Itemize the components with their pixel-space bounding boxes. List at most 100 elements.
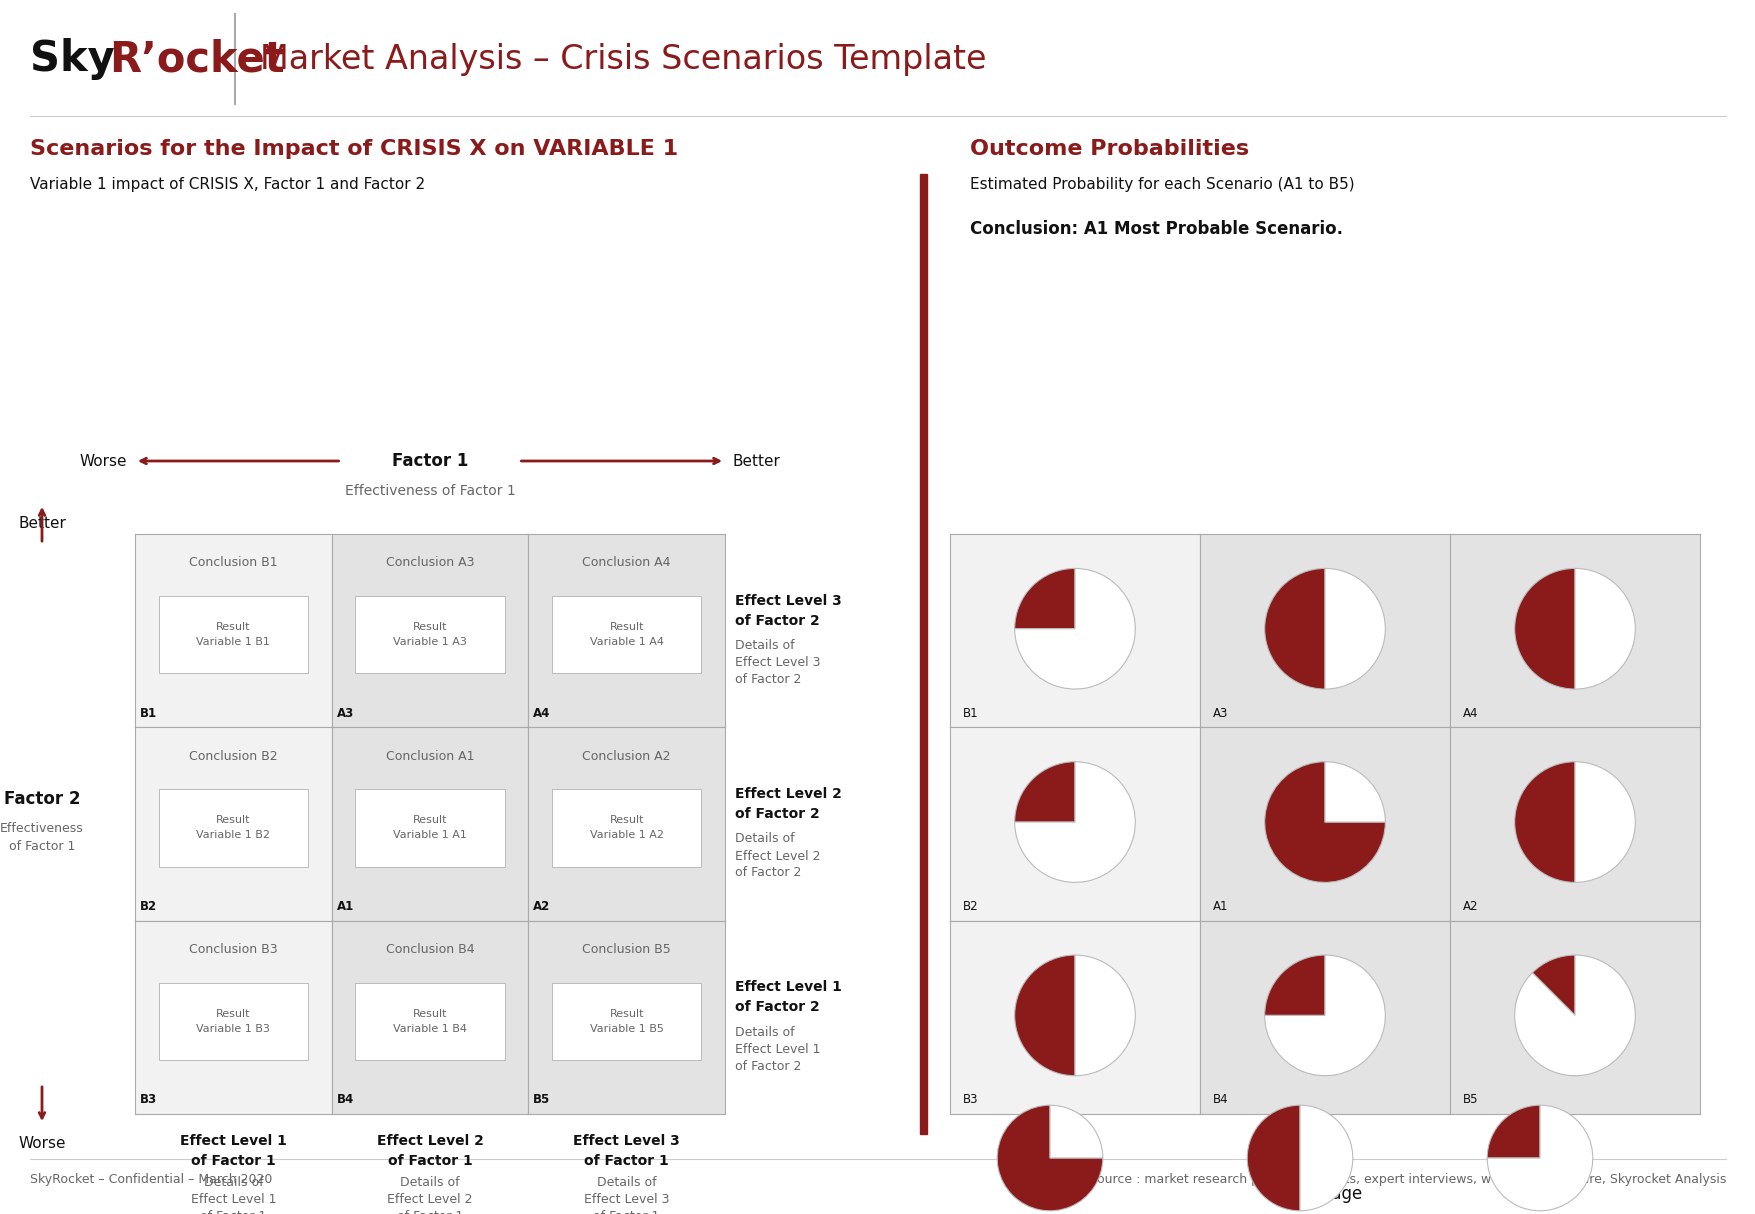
Wedge shape xyxy=(1246,1105,1299,1210)
Text: Conclusion A2: Conclusion A2 xyxy=(583,750,670,762)
Text: Conclusion B4: Conclusion B4 xyxy=(386,943,474,957)
Wedge shape xyxy=(1264,955,1325,1015)
FancyBboxPatch shape xyxy=(551,789,700,867)
Text: B2: B2 xyxy=(140,900,156,913)
Text: B3: B3 xyxy=(140,1094,156,1106)
Text: B3: B3 xyxy=(962,1094,978,1106)
Text: B1: B1 xyxy=(962,707,978,720)
Text: Details of: Details of xyxy=(400,1176,460,1189)
Text: Details of: Details of xyxy=(204,1176,263,1189)
FancyBboxPatch shape xyxy=(355,982,504,1060)
Text: Conclusion B3: Conclusion B3 xyxy=(190,943,277,957)
Wedge shape xyxy=(1014,761,1135,883)
Text: Worse: Worse xyxy=(18,1136,65,1152)
Text: Result
Variable 1 B3: Result Variable 1 B3 xyxy=(197,1009,270,1033)
Text: Factor 2: Factor 2 xyxy=(4,790,81,809)
FancyBboxPatch shape xyxy=(158,789,307,867)
Wedge shape xyxy=(1014,568,1074,629)
Text: Conclusion A1: Conclusion A1 xyxy=(386,750,474,762)
FancyBboxPatch shape xyxy=(355,789,504,867)
Text: of Factor 1: of Factor 1 xyxy=(584,1155,669,1168)
Text: of Factor 1: of Factor 1 xyxy=(593,1210,660,1214)
Text: A4: A4 xyxy=(1462,707,1478,720)
Text: A1: A1 xyxy=(1211,900,1227,913)
Wedge shape xyxy=(1264,761,1385,883)
Text: Effectiveness: Effectiveness xyxy=(0,823,84,835)
Text: A3: A3 xyxy=(1211,707,1227,720)
Wedge shape xyxy=(1515,955,1634,1076)
Text: of Factor 1: of Factor 1 xyxy=(397,1210,463,1214)
Text: of Factor 1: of Factor 1 xyxy=(191,1155,276,1168)
Text: A4: A4 xyxy=(534,707,551,720)
Text: Source : market research papers, datasets, expert interviews, websites, literatu: Source : market research papers, dataset… xyxy=(1088,1173,1725,1186)
Wedge shape xyxy=(997,1105,1102,1210)
Wedge shape xyxy=(1049,1105,1102,1158)
Text: Effect Level 2: Effect Level 2 xyxy=(388,1193,472,1206)
FancyBboxPatch shape xyxy=(355,596,504,674)
Text: Better: Better xyxy=(732,454,781,469)
Text: Effect Level 1: Effect Level 1 xyxy=(179,1134,286,1148)
Text: High: High xyxy=(1044,1185,1083,1203)
Text: of Factor 2: of Factor 2 xyxy=(735,674,800,686)
Wedge shape xyxy=(1486,1105,1539,1158)
Text: of Factor 1: of Factor 1 xyxy=(9,840,75,852)
Text: Effect Level 1: Effect Level 1 xyxy=(735,1043,820,1056)
Text: Conclusion A4: Conclusion A4 xyxy=(583,556,670,569)
Text: A3: A3 xyxy=(337,707,353,720)
Text: Factor 1: Factor 1 xyxy=(391,452,469,470)
Text: Details of: Details of xyxy=(735,1026,795,1039)
Text: Outcome Probabilities: Outcome Probabilities xyxy=(969,138,1248,159)
Text: B2: B2 xyxy=(962,900,978,913)
Text: Rʼocket: Rʼocket xyxy=(109,38,284,80)
Wedge shape xyxy=(1014,568,1135,690)
Wedge shape xyxy=(1299,1105,1351,1210)
Wedge shape xyxy=(1574,568,1634,690)
Bar xyxy=(920,174,927,1134)
Text: B4: B4 xyxy=(337,1094,353,1106)
Text: of Factor 2: of Factor 2 xyxy=(735,1060,800,1073)
FancyBboxPatch shape xyxy=(551,982,700,1060)
Text: of Factor 1: of Factor 1 xyxy=(200,1210,267,1214)
Text: Average: Average xyxy=(1293,1185,1362,1203)
Text: Result
Variable 1 A3: Result Variable 1 A3 xyxy=(393,622,467,647)
Text: of Factor 1: of Factor 1 xyxy=(388,1155,472,1168)
Wedge shape xyxy=(1074,955,1135,1076)
Text: Result
Variable 1 A4: Result Variable 1 A4 xyxy=(590,622,663,647)
Wedge shape xyxy=(1486,1105,1592,1210)
Text: B4: B4 xyxy=(1211,1094,1227,1106)
Text: SkyRocket – Confidential – March 2020: SkyRocket – Confidential – March 2020 xyxy=(30,1173,272,1186)
Text: Estimated Probability for each Scenario (A1 to B5): Estimated Probability for each Scenario … xyxy=(969,176,1353,192)
FancyBboxPatch shape xyxy=(158,596,307,674)
Text: Effectiveness of Factor 1: Effectiveness of Factor 1 xyxy=(344,484,514,498)
Text: Result
Variable 1 B2: Result Variable 1 B2 xyxy=(197,816,270,840)
Text: Sky: Sky xyxy=(30,38,114,80)
Text: B5: B5 xyxy=(534,1094,549,1106)
Wedge shape xyxy=(1325,568,1385,690)
Text: A2: A2 xyxy=(1462,900,1478,913)
Text: Details of: Details of xyxy=(735,833,795,845)
Text: Conclusion: A1 Most Probable Scenario.: Conclusion: A1 Most Probable Scenario. xyxy=(969,220,1343,238)
Wedge shape xyxy=(1014,955,1074,1076)
Wedge shape xyxy=(1532,955,1574,1015)
Text: Conclusion B5: Conclusion B5 xyxy=(583,943,670,957)
Text: Conclusion B2: Conclusion B2 xyxy=(190,750,277,762)
Text: B1: B1 xyxy=(140,707,156,720)
Text: Effect Level 3: Effect Level 3 xyxy=(572,1134,679,1148)
Wedge shape xyxy=(1014,761,1074,822)
Text: of Factor 2: of Factor 2 xyxy=(735,867,800,879)
Text: Result
Variable 1 B4: Result Variable 1 B4 xyxy=(393,1009,467,1033)
Text: of Factor 2: of Factor 2 xyxy=(735,807,820,821)
Text: Result
Variable 1 B1: Result Variable 1 B1 xyxy=(197,622,270,647)
Wedge shape xyxy=(1515,761,1574,883)
Text: A2: A2 xyxy=(534,900,549,913)
Text: Details of: Details of xyxy=(597,1176,656,1189)
Text: Market Analysis – Crisis Scenarios Template: Market Analysis – Crisis Scenarios Templ… xyxy=(260,42,986,75)
FancyBboxPatch shape xyxy=(158,982,307,1060)
Wedge shape xyxy=(1325,761,1385,822)
Text: Effect Level 3: Effect Level 3 xyxy=(584,1193,669,1206)
Text: Conclusion B1: Conclusion B1 xyxy=(190,556,277,569)
Wedge shape xyxy=(1264,955,1385,1076)
Text: Variable 1 impact of CRISIS X, Factor 1 and Factor 2: Variable 1 impact of CRISIS X, Factor 1 … xyxy=(30,176,425,192)
Text: Result
Variable 1 B5: Result Variable 1 B5 xyxy=(590,1009,663,1033)
FancyBboxPatch shape xyxy=(551,596,700,674)
